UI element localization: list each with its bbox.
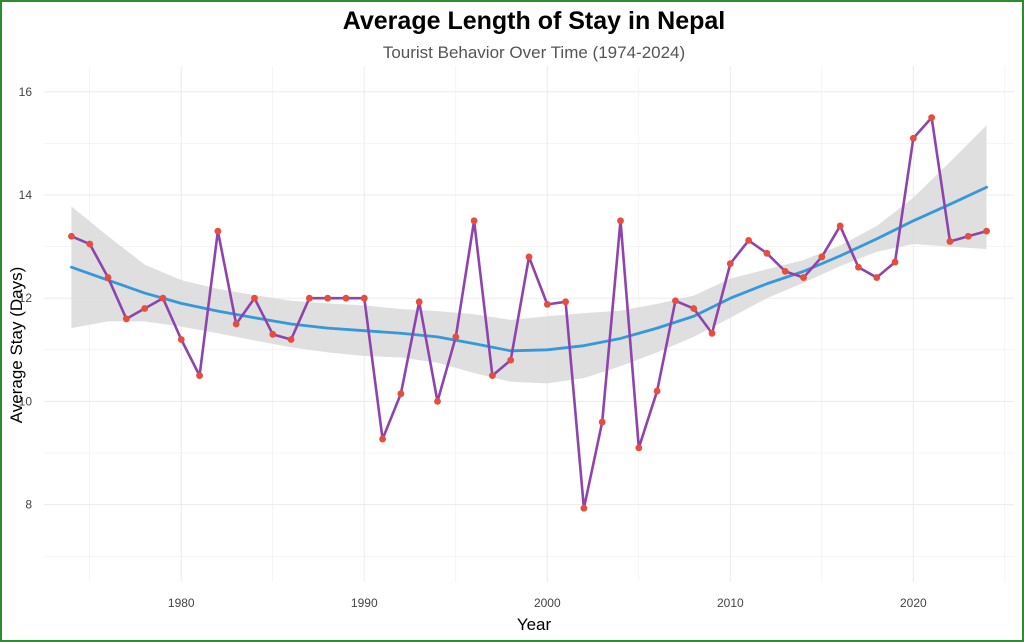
data-point — [800, 274, 807, 281]
y-tick-label: 10 — [19, 394, 33, 408]
y-tick-label: 16 — [19, 85, 33, 99]
data-point — [964, 232, 972, 240]
data-point — [617, 217, 624, 225]
series-layer — [70, 116, 987, 510]
data-point — [598, 418, 606, 426]
data-point — [415, 298, 423, 306]
data-point — [470, 217, 478, 225]
data-point — [269, 330, 277, 338]
data-point — [781, 267, 789, 275]
x-tick-label: 2000 — [534, 596, 561, 610]
data-point — [873, 274, 881, 281]
x-tick-label: 2010 — [717, 596, 744, 610]
chart-subtitle: Tourist Behavior Over Time (1974-2024) — [383, 43, 685, 62]
data-point — [434, 398, 441, 405]
data-point — [122, 315, 130, 323]
data-point — [379, 435, 386, 443]
data-point — [983, 227, 990, 235]
data-point — [836, 222, 844, 230]
x-axis-label: Year — [517, 615, 552, 634]
data-point — [360, 294, 368, 302]
data-point — [726, 260, 734, 268]
x-tick-label: 1980 — [168, 596, 195, 610]
data-point — [251, 294, 258, 302]
data-point — [488, 372, 496, 379]
data-point — [214, 227, 222, 235]
data-point — [525, 253, 533, 261]
y-tick-label: 14 — [19, 188, 33, 202]
points-layer — [68, 114, 990, 512]
data-point — [909, 134, 917, 142]
data-point — [946, 238, 954, 245]
data-point — [141, 305, 149, 312]
data-point — [452, 333, 460, 341]
data-point — [324, 294, 332, 302]
data-point — [232, 320, 240, 328]
data-point — [177, 336, 185, 343]
data-point — [745, 237, 753, 244]
data-point — [562, 298, 570, 306]
data-point — [690, 305, 698, 312]
data-point — [543, 300, 551, 308]
data-point — [855, 263, 862, 271]
data-point — [507, 356, 515, 364]
tick-labels: 8 10 12 14 16 1980 1990 2000 2010 2020 — [19, 85, 927, 610]
data-point — [68, 232, 75, 240]
data-point — [763, 249, 771, 257]
data-point — [342, 294, 350, 302]
y-axis-label: Average Stay (Days) — [7, 267, 26, 424]
data-point — [708, 329, 716, 337]
y-tick-label: 12 — [19, 291, 33, 305]
data-point — [580, 504, 588, 512]
x-tick-label: 2020 — [900, 596, 927, 610]
data-point — [818, 253, 826, 261]
trend-line — [70, 185, 988, 353]
data-point — [397, 390, 405, 398]
data-point — [305, 294, 313, 302]
y-tick-label: 8 — [25, 498, 32, 512]
data-point — [672, 297, 679, 305]
data-point — [891, 258, 899, 266]
x-tick-label: 1990 — [351, 596, 378, 610]
data-point — [287, 336, 295, 343]
data-point — [928, 114, 936, 121]
data-point — [159, 294, 167, 302]
chart-title: Average Length of Stay in Nepal — [343, 7, 725, 35]
data-point — [104, 274, 112, 281]
trend-layer — [70, 185, 988, 353]
data-point — [635, 444, 643, 452]
data-point — [196, 372, 203, 379]
series-line — [70, 116, 987, 510]
data-point — [86, 240, 94, 248]
data-point — [653, 387, 661, 395]
